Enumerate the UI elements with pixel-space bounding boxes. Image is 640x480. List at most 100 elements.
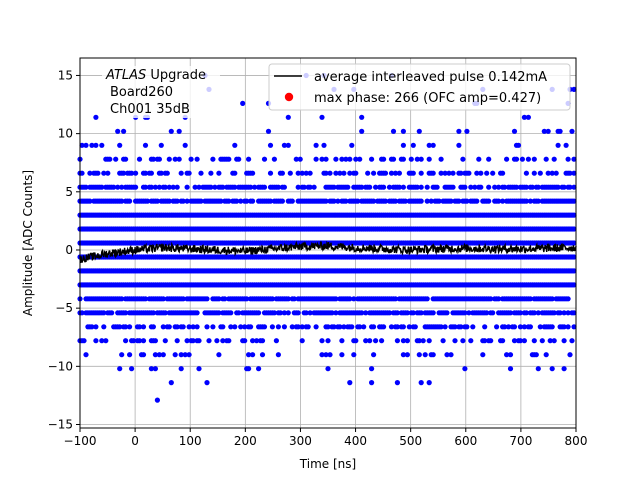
scatter-point xyxy=(418,184,424,190)
scatter-point xyxy=(400,324,406,330)
scatter-point xyxy=(252,184,258,190)
scatter-point xyxy=(228,324,234,330)
average-pulse-series xyxy=(79,240,577,264)
scatter-point xyxy=(323,198,329,204)
scatter-point xyxy=(152,184,158,190)
scatter-point xyxy=(571,170,577,176)
scatter-point xyxy=(561,338,567,344)
scatter-point xyxy=(500,170,506,176)
scatter-point xyxy=(547,338,553,344)
y-tick-label: −5 xyxy=(55,301,73,315)
scatter-point xyxy=(462,366,468,372)
scatter-point xyxy=(418,170,424,176)
x-tick-label: 100 xyxy=(179,434,202,448)
scatter-point xyxy=(438,156,444,162)
scatter-point xyxy=(571,212,577,218)
scatter-point xyxy=(571,86,577,92)
scatter-point xyxy=(482,324,488,330)
scatter-point xyxy=(329,310,335,316)
scatter-point xyxy=(357,156,363,162)
scatter-point xyxy=(323,170,329,176)
scatter-point xyxy=(142,142,149,148)
scatter-point xyxy=(142,170,149,176)
scatter-point xyxy=(571,310,577,316)
scatter-point xyxy=(93,114,99,120)
scatter-point xyxy=(557,128,563,134)
scatter-point xyxy=(232,184,238,190)
scatter-point xyxy=(448,198,454,204)
scatter-point xyxy=(392,198,399,204)
scatter-point xyxy=(400,128,406,134)
scatter-point xyxy=(388,170,395,176)
scatter-point xyxy=(285,114,291,120)
scatter-point xyxy=(545,128,551,134)
scatter-point xyxy=(531,156,537,162)
scatter-point xyxy=(363,310,369,316)
scatter-point xyxy=(458,170,464,176)
scatter-point xyxy=(226,156,232,162)
scatter-point xyxy=(178,366,184,372)
scatter-point xyxy=(144,198,151,204)
scatter-point xyxy=(119,198,125,204)
scatter-point xyxy=(394,324,400,330)
scatter-point xyxy=(210,324,216,330)
scatter-point xyxy=(222,296,228,302)
scatter-point xyxy=(527,296,534,302)
scatter-point xyxy=(488,296,494,302)
scatter-point xyxy=(194,324,200,330)
scatter-point xyxy=(289,198,295,204)
scatter-point xyxy=(93,338,99,344)
scatter-point xyxy=(180,324,186,330)
scatter-point xyxy=(261,184,268,190)
scatter-point xyxy=(220,184,226,190)
scatter-point xyxy=(502,324,508,330)
scatter-point xyxy=(248,324,254,330)
scatter-point xyxy=(156,156,162,162)
scatter-point xyxy=(396,184,402,190)
scatter-point xyxy=(418,198,424,204)
scatter-point xyxy=(492,184,498,190)
scatter-point xyxy=(331,324,337,330)
scatter-point xyxy=(319,352,325,358)
scatter-point xyxy=(319,114,325,120)
scatter-point xyxy=(442,324,448,330)
scatter-point xyxy=(152,352,158,358)
scatter-point xyxy=(428,198,434,204)
scatter-point xyxy=(452,324,458,330)
scatter-point xyxy=(462,310,468,316)
scatter-point xyxy=(281,142,287,148)
scatter-point xyxy=(464,198,470,204)
scatter-point xyxy=(140,324,147,330)
scatter-point xyxy=(323,156,329,162)
scatter-point xyxy=(178,352,184,358)
scatter-point xyxy=(154,198,160,204)
scatter-point xyxy=(404,310,410,316)
scatter-point xyxy=(426,380,432,386)
scatter-point xyxy=(196,338,202,344)
scatter-point xyxy=(148,184,154,190)
scatter-point xyxy=(543,156,549,162)
scatter-point xyxy=(488,338,494,344)
scatter-point xyxy=(388,324,395,330)
scatter-point xyxy=(561,184,567,190)
scatter-point xyxy=(313,324,319,330)
scatter-point xyxy=(162,310,168,316)
scatter-point xyxy=(410,170,416,176)
scatter-point xyxy=(295,310,301,316)
scatter-point xyxy=(295,324,301,330)
scatter-point xyxy=(525,114,532,120)
scatter-point xyxy=(525,156,532,162)
scatter-point xyxy=(166,324,172,330)
scatter-point xyxy=(87,198,93,204)
scatter-point xyxy=(250,338,256,344)
scatter-point xyxy=(295,170,301,176)
scatter-point xyxy=(142,184,149,190)
scatter-point xyxy=(265,128,272,134)
scatter-point xyxy=(285,310,291,316)
scatter-point xyxy=(507,366,514,372)
scatter-point xyxy=(196,184,202,190)
scatter-point xyxy=(136,156,143,162)
scatter-point xyxy=(182,352,188,358)
scatter-point xyxy=(216,310,222,316)
scatter-point xyxy=(416,352,422,358)
